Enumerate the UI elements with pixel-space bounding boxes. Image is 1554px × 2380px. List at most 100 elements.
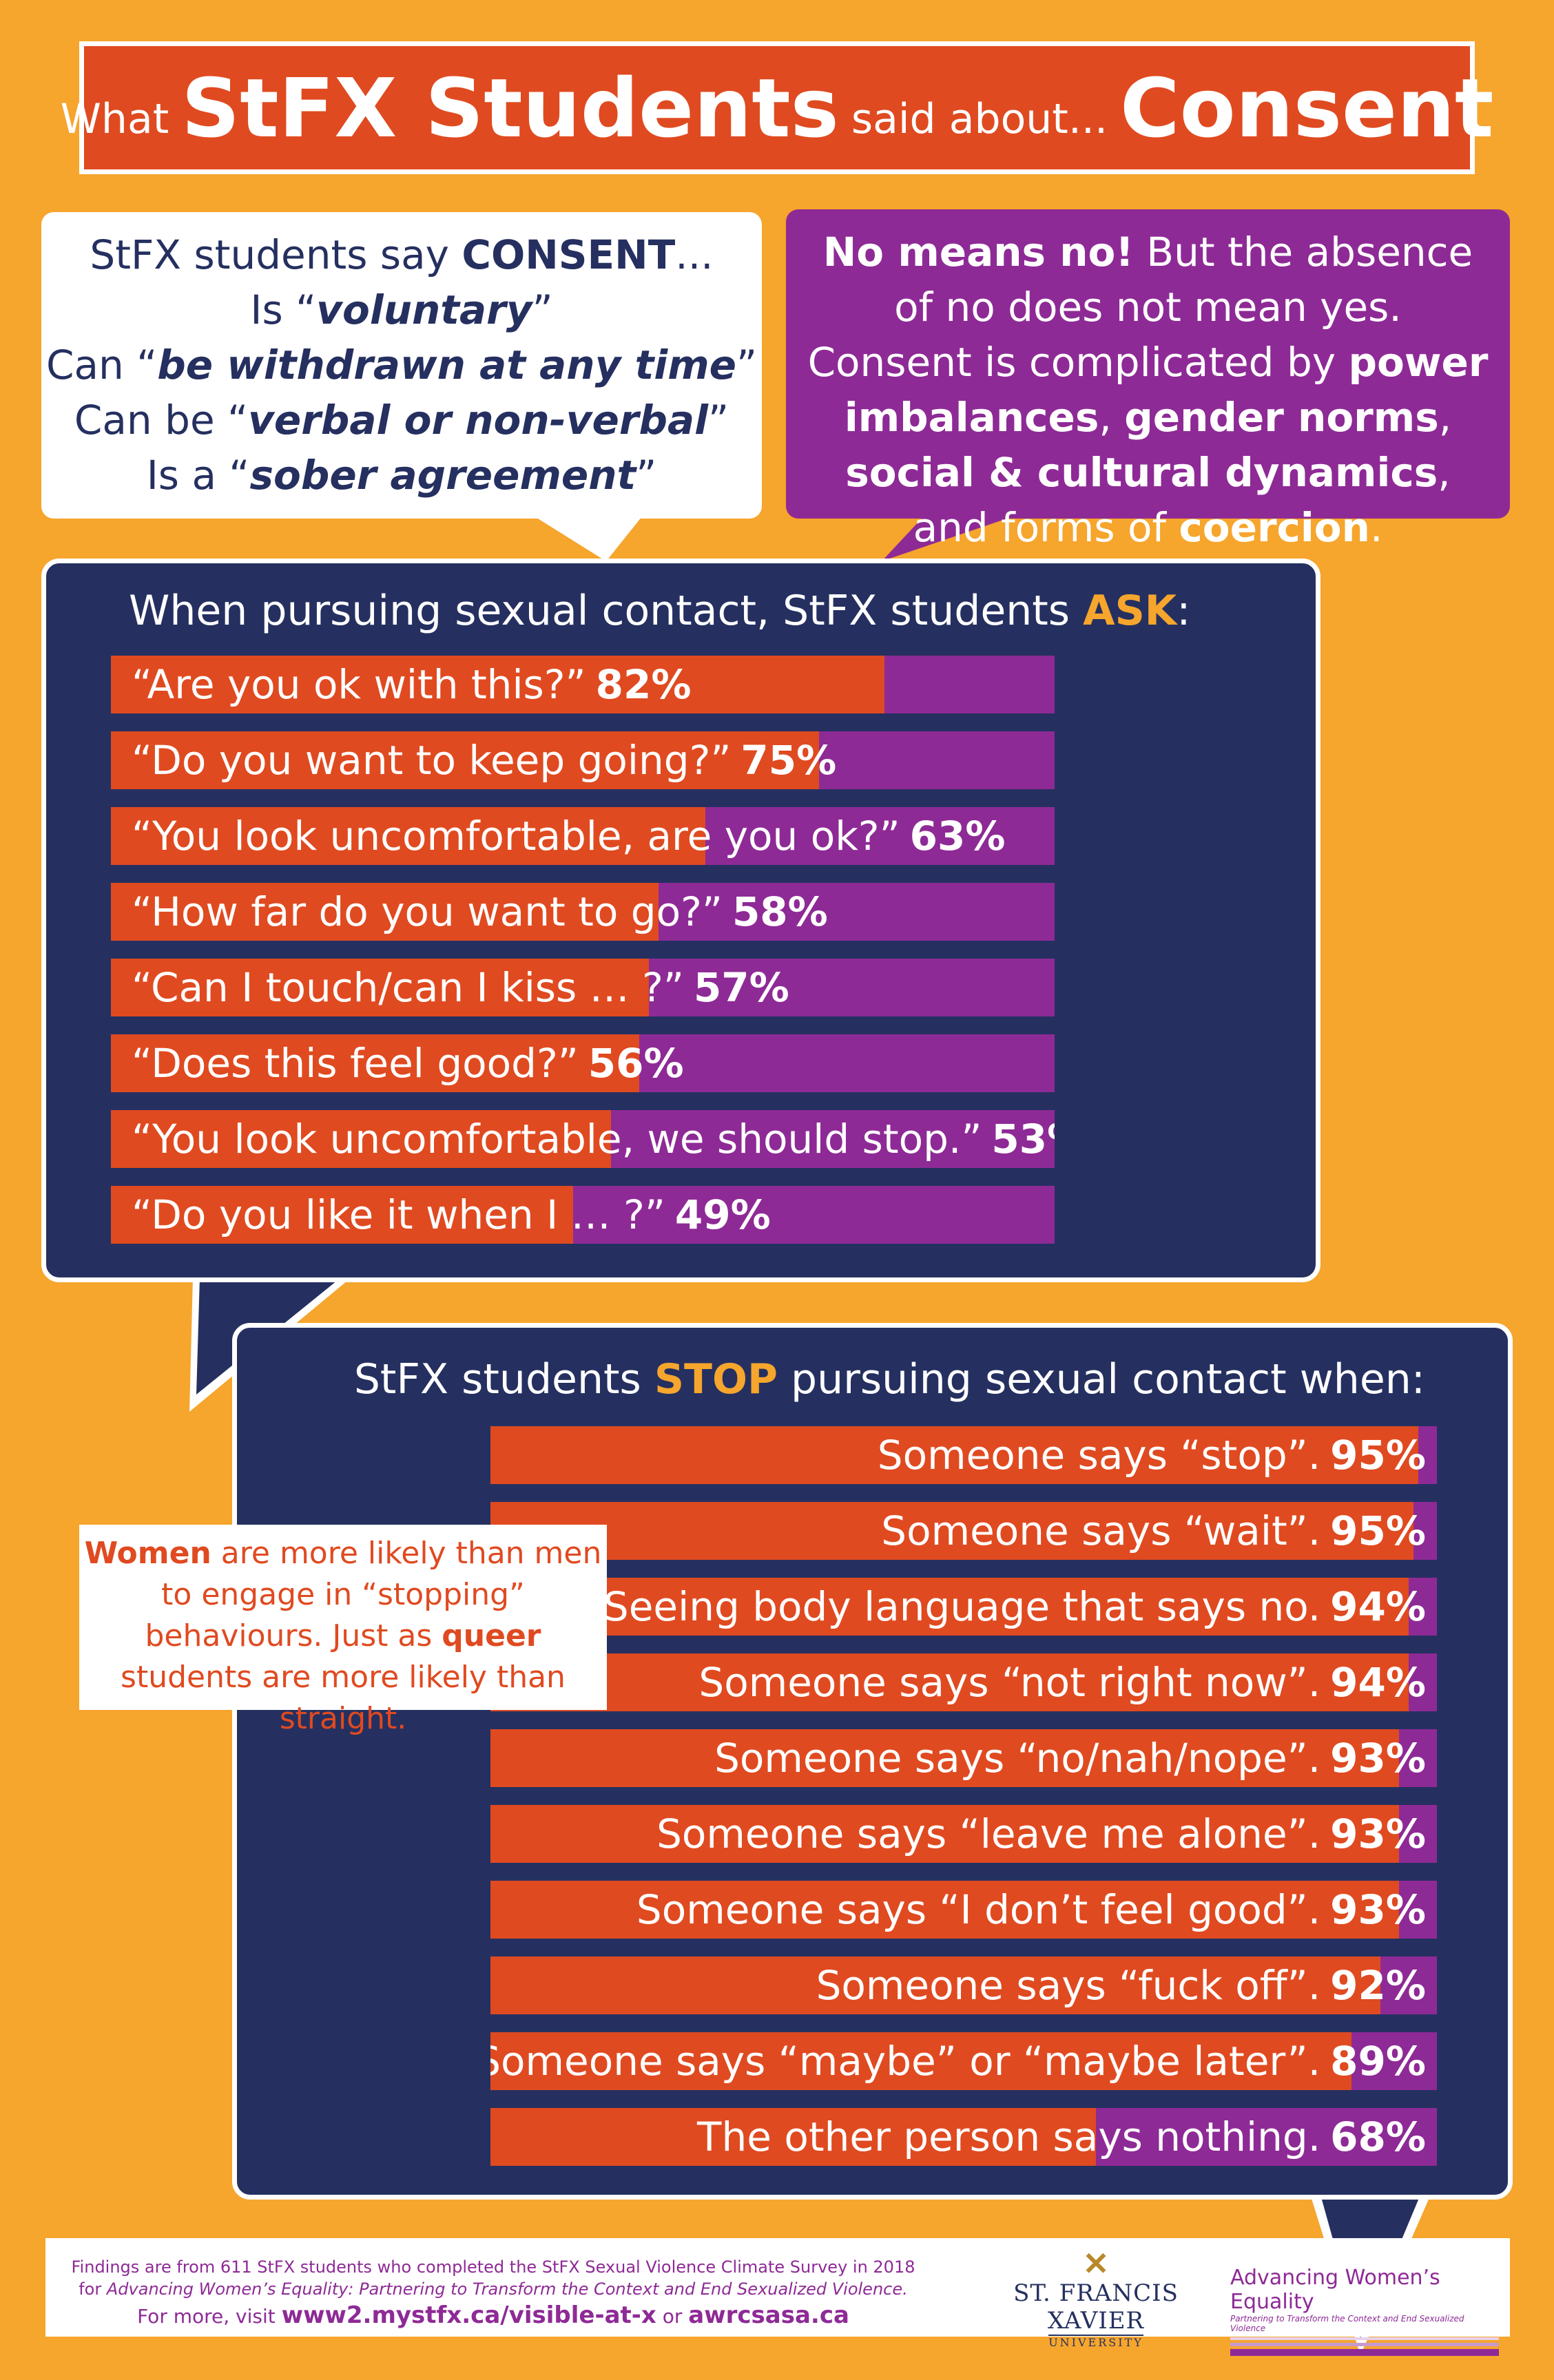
text: pursuing sexual contact when: — [777, 1355, 1425, 1403]
bar-ask: “You look uncomfortable, are you ok?” 63% — [111, 807, 1055, 865]
item-percent: 89% — [1330, 2038, 1426, 2085]
text: verbal or non-verbal — [248, 397, 709, 443]
bar-label: “Can I touch/can I kiss … ?” 57% — [132, 959, 789, 1016]
text: Is “ — [250, 286, 317, 333]
item-label: “You look uncomfortable, we should stop.… — [132, 1116, 982, 1162]
text: be withdrawn at any time — [157, 342, 736, 388]
item-percent: 94% — [1330, 1659, 1426, 1706]
bar-ask: “Does this feel good?” 56% — [111, 1034, 1055, 1092]
item-percent: 94% — [1330, 1583, 1426, 1630]
item-label: “You look uncomfortable, are you ok?” — [132, 813, 900, 859]
item-label: Someone says “leave me alone”. — [656, 1810, 1321, 1857]
bar-fill — [490, 1729, 1400, 1787]
item-label: The other person says nothing. — [697, 2113, 1321, 2160]
item-percent: 75% — [740, 737, 837, 784]
bar-stop: Someone says “no/nah/nope”. 93% — [490, 1729, 1437, 1787]
item-label: “Does this feel good?” — [132, 1040, 579, 1087]
bar-label: Someone says “not right now”. 94% — [698, 1653, 1426, 1711]
bar-ask: “Are you ok with this?” 82% — [111, 656, 1055, 713]
item-percent: 93% — [1330, 1810, 1426, 1857]
text: queer — [442, 1618, 541, 1653]
text: , and forms of — [913, 449, 1451, 551]
title-main: StFX Students — [181, 60, 839, 156]
bar-stop: Someone says “stop”. 95% — [490, 1426, 1437, 1484]
bar-fill — [111, 1034, 640, 1092]
no-means-no-bubble: No means no! But the absence of no does … — [786, 209, 1510, 551]
bar-fill — [111, 656, 885, 713]
text: : — [1177, 587, 1191, 635]
title-mid: said about... — [851, 95, 1108, 143]
bar-fill — [490, 1653, 1409, 1711]
awe-logo: Advancing Women’s Equality Partnering to… — [1230, 2266, 1499, 2356]
item-label: “Can I touch/can I kiss … ?” — [132, 964, 684, 1011]
stfx-x-icon: ✕ — [1082, 2245, 1110, 2282]
item-label: Someone says “fuck off”. — [816, 1962, 1321, 2009]
text: coercion — [1179, 504, 1370, 551]
footer: Findings are from 611 StFX students who … — [45, 2238, 1510, 2356]
text: StFX students say — [90, 231, 462, 278]
text: Can be “ — [74, 397, 249, 443]
text: Partnering to Transform the Context and … — [1230, 2314, 1464, 2333]
bar-stop: Someone says “leave me alone”. 93% — [490, 1805, 1437, 1863]
text: StFX students — [353, 1355, 654, 1403]
item-label: Someone says “I don’t feel good”. — [636, 1886, 1321, 1933]
bar-fill — [111, 731, 819, 789]
title-banner: What StFX Students said about... Consent — [61, 41, 1493, 174]
bar-label: Seeing body language that says no. 94% — [603, 1578, 1426, 1636]
text: But the absence of no does not mean yes.… — [807, 229, 1473, 386]
item-percent: 92% — [1330, 1962, 1426, 2009]
item-percent: 63% — [909, 813, 1006, 859]
link-awrcsasa[interactable]: awrcsasa.ca — [688, 2301, 849, 2329]
bar-stop: Someone says “I don’t feel good”. 93% — [490, 1881, 1437, 1939]
gender-callout: Women are more likely than men to engage… — [79, 1525, 607, 1736]
bar-stop: Seeing body language that says no. 94% — [490, 1578, 1437, 1636]
bar-ask: “You look uncomfortable, we should stop.… — [111, 1110, 1055, 1168]
item-percent: 95% — [1330, 1432, 1426, 1479]
bar-stop: Someone says “not right now”. 94% — [490, 1653, 1437, 1711]
bar-fill — [490, 1956, 1380, 2014]
text: STOP — [654, 1355, 778, 1403]
text: are more likely than men to engage in “s… — [145, 1536, 602, 1653]
bar-fill — [490, 2032, 1352, 2090]
bar-label: Someone says “no/nah/nope”. 93% — [714, 1729, 1426, 1787]
text: ” — [736, 342, 758, 388]
bar-label: “You look uncomfortable, we should stop.… — [132, 1110, 1055, 1168]
item-percent: 57% — [693, 964, 789, 1011]
bar-stop: Someone says “maybe” or “maybe later”. 89… — [490, 2032, 1437, 2090]
item-percent: 82% — [595, 661, 692, 708]
bar-stop: Someone says “wait”. 95% — [490, 1502, 1437, 1560]
bar-label: “Do you like it when I … ?” 49% — [132, 1186, 771, 1244]
item-label: Someone says “not right now”. — [698, 1659, 1321, 1706]
item-percent: 93% — [1330, 1735, 1426, 1782]
item-label: “How far do you want to go?” — [132, 888, 723, 935]
bar-label: “How far do you want to go?” 58% — [132, 883, 828, 941]
bar-ask: “Do you want to keep going?” 75% — [111, 731, 1055, 789]
text: ” — [532, 286, 553, 333]
bar-fill — [111, 1186, 574, 1244]
item-label: Someone says “stop”. — [877, 1432, 1321, 1479]
bar-fill — [490, 1502, 1413, 1560]
bar-label: “Does this feel good?” 56% — [132, 1034, 684, 1092]
text: , — [1438, 394, 1452, 441]
text: Advancing Women’s Equality: Partnering t… — [106, 2279, 908, 2299]
text: , — [1099, 394, 1125, 441]
text: Is a “ — [146, 452, 250, 499]
item-percent: 49% — [674, 1191, 771, 1238]
bar-label: Someone says “wait”. 95% — [881, 1502, 1426, 1560]
bar-fill — [111, 807, 706, 865]
text: ASK — [1083, 587, 1177, 635]
text: ” — [636, 452, 657, 499]
text: Women — [84, 1536, 211, 1571]
stop-heading: StFX students STOP pursuing sexual conta… — [354, 1355, 1425, 1403]
link-mystfx[interactable]: www2.mystfx.ca/visible-at-x — [281, 2301, 656, 2329]
bar-ask: “How far do you want to go?” 58% — [111, 883, 1055, 941]
bar-stop: Someone says “fuck off”. 92% — [490, 1956, 1437, 2014]
bar-fill — [490, 1426, 1418, 1484]
bar-label: Someone says “stop”. 95% — [878, 1426, 1426, 1484]
text: social & cultural dynamics — [845, 449, 1438, 496]
stfx-logo: ✕ St. Francis Xavier UNIVERSITY — [962, 2248, 1230, 2349]
text: or — [656, 2305, 689, 2328]
text: No means no! — [822, 229, 1134, 275]
text: voluntary — [316, 286, 532, 333]
stop-panel: StFX students STOP pursuing sexual conta… — [232, 1323, 1513, 2200]
